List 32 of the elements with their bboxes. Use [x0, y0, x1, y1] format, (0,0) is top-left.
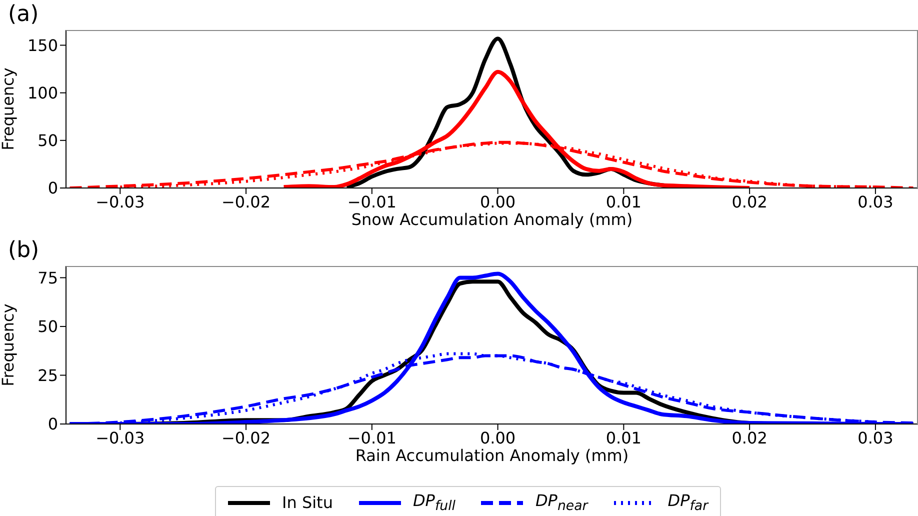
- y-tick-label: 50: [38, 317, 58, 336]
- y-tick-label: 0: [48, 414, 58, 434]
- x-tick-label: 0.03: [858, 192, 894, 212]
- x-tick-label: 0.02: [732, 192, 768, 212]
- y-tick-label: 75: [38, 268, 58, 288]
- y-tick-label: 50: [38, 131, 58, 150]
- y-tick-label: 0: [48, 178, 58, 198]
- legend-label: DP$_{near}$: [535, 491, 588, 514]
- x-tick-label: 0.03: [858, 428, 894, 448]
- x-tick-label: 0.01: [606, 428, 642, 448]
- x-tick-label: −0.03: [96, 428, 145, 448]
- x-tick-label: 0.00: [480, 192, 516, 212]
- x-tick-label: 0.02: [732, 428, 768, 448]
- y-tick-label: 100: [27, 84, 58, 102]
- y-tick-label: 25: [38, 366, 58, 385]
- x-tick-label: 0.01: [606, 192, 642, 212]
- y-axis-title: Frequency: [0, 304, 18, 386]
- x-axis-title: Snow Accumulation Anomaly (mm): [350, 210, 634, 229]
- chart-title: (b): [8, 238, 40, 263]
- x-tick-label: 0.00: [480, 428, 516, 448]
- legend-label: DP$_{full}$: [412, 491, 456, 514]
- x-tick-label: −0.01: [347, 428, 396, 448]
- chart-title: (a): [8, 2, 39, 27]
- x-tick-label: −0.03: [96, 192, 145, 212]
- x-tick-label: −0.01: [347, 192, 396, 212]
- y-tick-label: 150: [27, 36, 58, 55]
- x-axis-title: Rain Accumulation Anomaly (mm): [354, 446, 630, 465]
- legend-label: In Situ: [282, 493, 333, 512]
- x-tick-label: −0.02: [222, 428, 271, 448]
- legend-label: DP$_{far}$: [668, 491, 708, 514]
- y-axis-title: Frequency: [0, 68, 18, 150]
- x-tick-label: −0.02: [222, 192, 271, 212]
